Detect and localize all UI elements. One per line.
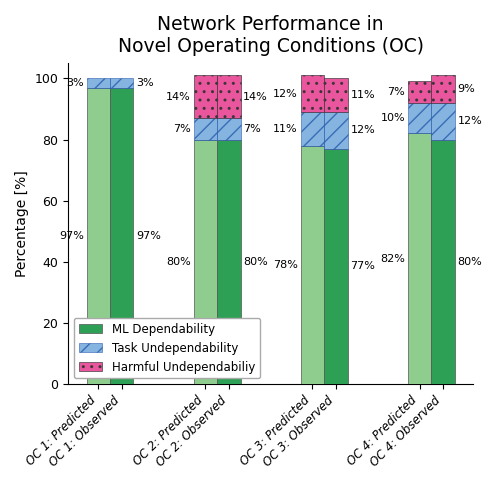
Text: 11%: 11% bbox=[273, 124, 298, 134]
Bar bbox=[87, 78, 110, 88]
Bar bbox=[194, 76, 217, 118]
Text: 80%: 80% bbox=[458, 257, 482, 267]
Bar bbox=[301, 112, 324, 146]
Text: 11%: 11% bbox=[351, 90, 375, 100]
Title: Network Performance in
Novel Operating Conditions (OC): Network Performance in Novel Operating C… bbox=[118, 15, 424, 56]
Bar bbox=[431, 139, 455, 384]
Bar bbox=[110, 88, 133, 384]
Text: 7%: 7% bbox=[387, 87, 405, 97]
Bar bbox=[217, 139, 241, 384]
Text: 80%: 80% bbox=[166, 257, 191, 267]
Bar bbox=[217, 76, 241, 118]
Text: 9%: 9% bbox=[458, 84, 475, 94]
Text: 78%: 78% bbox=[273, 260, 298, 270]
Bar bbox=[301, 76, 324, 112]
Bar bbox=[324, 149, 348, 384]
Text: 97%: 97% bbox=[136, 231, 161, 241]
Text: 10%: 10% bbox=[380, 113, 405, 123]
Bar bbox=[87, 88, 110, 384]
Bar bbox=[408, 81, 431, 103]
Text: 12%: 12% bbox=[351, 125, 375, 136]
Bar bbox=[110, 78, 133, 88]
Bar bbox=[194, 139, 217, 384]
Text: 7%: 7% bbox=[244, 124, 261, 134]
Text: 82%: 82% bbox=[380, 254, 405, 264]
Bar bbox=[217, 118, 241, 139]
Text: 12%: 12% bbox=[458, 116, 482, 126]
Bar bbox=[408, 103, 431, 134]
Legend: ML Dependability, Task Undependability, Harmful Undependabiliy: ML Dependability, Task Undependability, … bbox=[74, 318, 260, 378]
Text: 7%: 7% bbox=[173, 124, 191, 134]
Text: 3%: 3% bbox=[136, 78, 154, 88]
Text: 14%: 14% bbox=[244, 92, 268, 102]
Bar bbox=[194, 118, 217, 139]
Bar bbox=[431, 76, 455, 103]
Bar bbox=[431, 103, 455, 139]
Text: 3%: 3% bbox=[66, 78, 84, 88]
Y-axis label: Percentage [%]: Percentage [%] bbox=[15, 170, 29, 277]
Bar bbox=[408, 134, 431, 384]
Bar bbox=[301, 146, 324, 384]
Text: 97%: 97% bbox=[59, 231, 84, 241]
Bar bbox=[324, 112, 348, 149]
Text: 80%: 80% bbox=[244, 257, 268, 267]
Text: 77%: 77% bbox=[351, 261, 375, 272]
Bar bbox=[324, 78, 348, 112]
Text: 14%: 14% bbox=[166, 92, 191, 102]
Text: 12%: 12% bbox=[273, 89, 298, 99]
